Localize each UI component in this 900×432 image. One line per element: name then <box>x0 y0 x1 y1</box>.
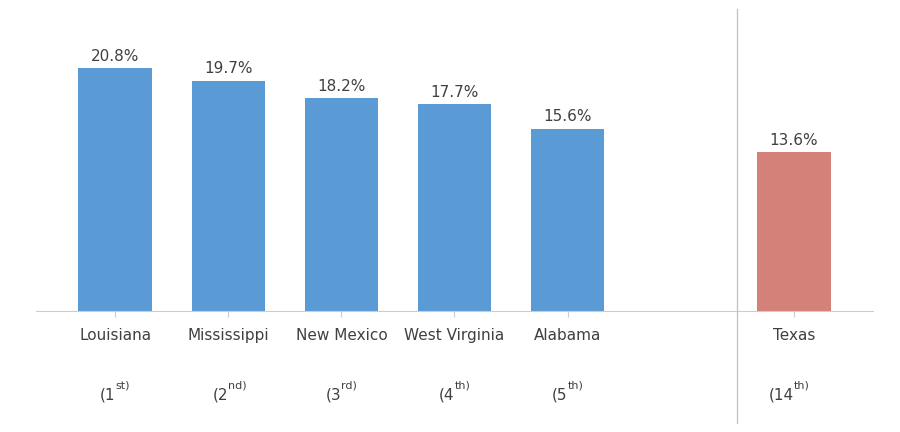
Text: 15.6%: 15.6% <box>544 109 592 124</box>
Text: th): th) <box>454 381 471 391</box>
Text: nd): nd) <box>229 381 247 391</box>
Text: rd): rd) <box>341 381 357 391</box>
Text: (3: (3 <box>326 388 341 403</box>
Bar <box>304 98 378 311</box>
Text: 20.8%: 20.8% <box>91 48 140 64</box>
Text: (4: (4 <box>439 388 454 403</box>
Text: (2: (2 <box>212 388 229 403</box>
Text: (1: (1 <box>100 388 115 403</box>
Text: st): st) <box>115 381 130 391</box>
Bar <box>192 80 265 311</box>
Text: (5: (5 <box>552 388 568 403</box>
Text: 17.7%: 17.7% <box>430 85 479 100</box>
Text: 18.2%: 18.2% <box>317 79 365 94</box>
Text: 19.7%: 19.7% <box>204 61 253 76</box>
Text: th): th) <box>794 381 810 391</box>
Bar <box>78 68 152 311</box>
Bar <box>418 104 491 311</box>
Text: th): th) <box>568 381 583 391</box>
Text: 13.6%: 13.6% <box>770 133 818 148</box>
Bar <box>531 129 605 311</box>
Text: (14: (14 <box>769 388 794 403</box>
Bar <box>757 152 831 311</box>
